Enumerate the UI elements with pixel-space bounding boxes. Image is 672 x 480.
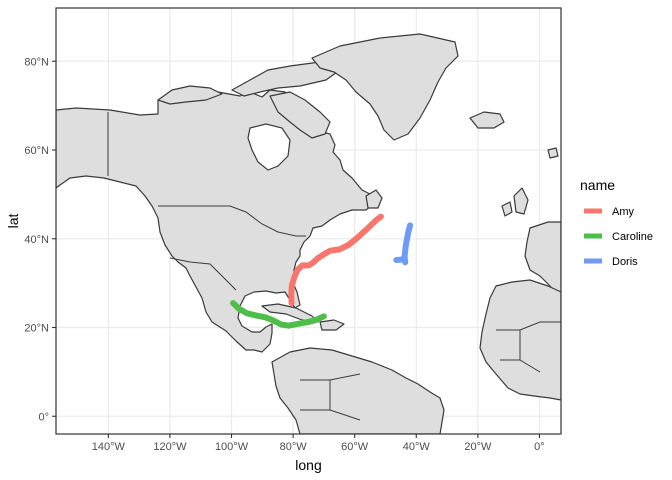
x-tick-label: 80°W <box>280 441 308 453</box>
x-tick-label: 140°W <box>92 441 126 453</box>
hispaniola <box>319 319 345 331</box>
legend-title: name <box>580 177 615 193</box>
panel-border <box>55 7 562 435</box>
y-tick-label: 60°N <box>24 145 49 157</box>
y-tick-label: 0° <box>38 411 49 423</box>
ireland <box>501 201 513 217</box>
legend-label-caroline: Caroline <box>612 231 653 243</box>
arctic-islands-west <box>157 85 223 105</box>
us-mexico-border <box>169 257 237 291</box>
y-tick-label: 20°N <box>24 323 49 335</box>
arctic-islands <box>231 61 341 97</box>
greenland <box>311 33 459 141</box>
track-amy <box>288 213 384 307</box>
x-tick-label: 40°W <box>403 441 431 453</box>
south-america <box>271 347 445 434</box>
x-axis-title: long <box>295 457 321 473</box>
y-axis: 0° 20°N 40°N 60°N 80°N <box>24 56 56 423</box>
x-tick-label: 0° <box>534 441 545 453</box>
x-tick-label: 60°W <box>341 441 369 453</box>
greenland-small-island <box>547 147 559 159</box>
y-tick-label: 80°N <box>24 56 49 68</box>
y-tick-label: 40°N <box>24 234 49 246</box>
x-tick-label: 100°W <box>215 441 249 453</box>
south-america-borders <box>300 373 361 421</box>
baffin-island <box>269 91 331 139</box>
legend: name Amy Caroline Doris <box>580 177 653 268</box>
hudson-bay <box>247 123 291 171</box>
us-canada-border <box>158 205 306 237</box>
x-tick-label: 20°W <box>464 441 492 453</box>
y-axis-title: lat <box>5 214 21 229</box>
legend-label-amy: Amy <box>612 206 635 218</box>
track-caroline <box>230 300 327 329</box>
newfoundland <box>365 189 383 209</box>
x-tick-label: 120°W <box>153 441 187 453</box>
british-isles <box>513 187 529 215</box>
map-land <box>56 33 561 434</box>
x-axis: 140°W 120°W 100°W 80°W 60°W 40°W 20°W 0° <box>92 434 545 453</box>
storm-tracks <box>230 213 414 329</box>
europe <box>524 221 561 299</box>
legend-label-doris: Doris <box>612 256 638 268</box>
africa-borders <box>496 321 561 373</box>
track-doris <box>393 222 414 266</box>
iceland <box>469 111 505 129</box>
